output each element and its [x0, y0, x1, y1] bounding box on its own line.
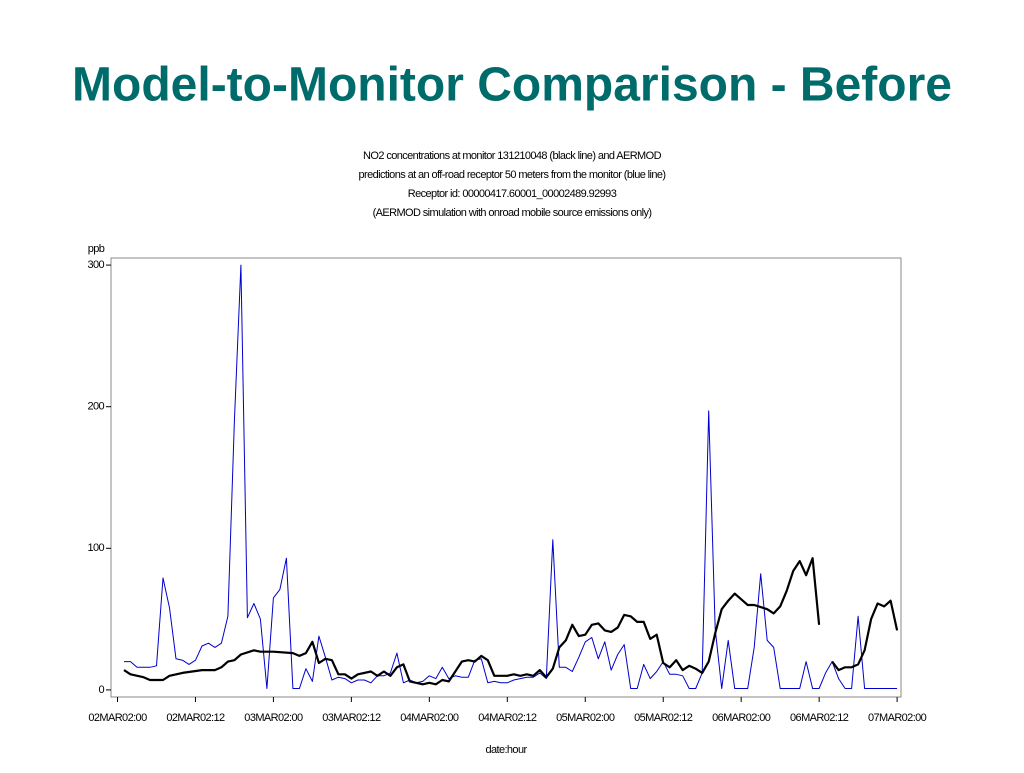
x-tick-label: 07MAR02:00 — [868, 712, 927, 724]
x-tick-label: 06MAR02:00 — [712, 712, 771, 724]
data-line — [124, 264, 898, 689]
x-tick-label: 06MAR02:12 — [790, 712, 849, 724]
x-tick-label: 02MAR02:12 — [166, 712, 225, 724]
y-tick-label: 100 — [87, 542, 104, 554]
plot-frame — [110, 257, 902, 698]
x-tick-label: 04MAR02:00 — [400, 712, 459, 724]
x-tick-label: 05MAR02:12 — [634, 712, 693, 724]
chart-title: (AERMOD simulation with onroad mobile so… — [373, 207, 652, 219]
x-tick-label: 03MAR02:12 — [322, 712, 381, 724]
x-tick-label: 05MAR02:00 — [556, 712, 615, 724]
chart-title: NO2 concentrations at monitor 131210048 … — [363, 150, 662, 162]
slide-title: Model-to-Monitor Comparison - Before — [72, 59, 952, 112]
y-axis-label: ppb — [88, 243, 105, 255]
y-tick-label: 300 — [87, 259, 104, 271]
data-line — [123, 557, 899, 686]
x-tick-label: 04MAR02:12 — [478, 712, 537, 724]
y-tick-label: 200 — [87, 401, 104, 413]
x-tick-label: 02MAR02:00 — [88, 712, 147, 724]
chart-title: predictions at an off-road receptor 50 m… — [359, 169, 666, 181]
chart-title: Receptor id: 00000417.60001_00002489.929… — [408, 188, 617, 200]
y-tick-label: 0 — [98, 684, 104, 696]
x-tick-label: 03MAR02:00 — [244, 712, 303, 724]
x-axis-label: date:hour — [485, 744, 527, 756]
